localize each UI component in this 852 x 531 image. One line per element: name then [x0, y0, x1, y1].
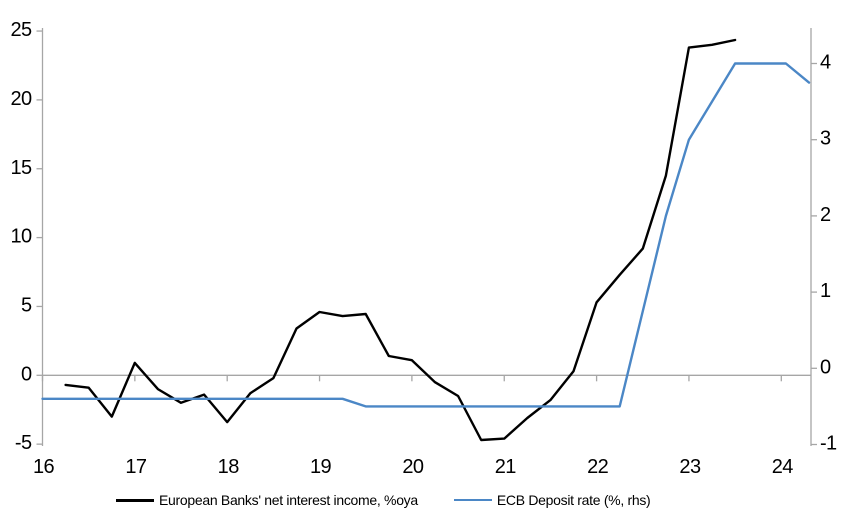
- right-axis-tick-label: 3: [820, 128, 831, 150]
- legend-item-ecb-deposit-rate: ECB Deposit rate (%, rhs): [453, 491, 651, 509]
- legend-line-sample-black: [116, 498, 154, 502]
- right-axis-tick-label: 0: [820, 356, 831, 378]
- x-axis-tick-label: 20: [402, 456, 424, 478]
- x-axis-tick-label: 17: [125, 456, 147, 478]
- legend-label-ecb-deposit-rate: ECB Deposit rate (%, rhs): [496, 492, 651, 508]
- x-axis-tick-label: 23: [679, 456, 701, 478]
- x-axis-tick-label: 18: [218, 456, 240, 478]
- left-axis-tick-label: 10: [10, 226, 32, 248]
- series-line-net-interest-income: [64, 38, 737, 442]
- legend-line-sample-blue: [453, 499, 492, 501]
- right-axis-tick-label: 2: [820, 204, 831, 226]
- left-axis-tick-label: -5: [15, 432, 32, 454]
- x-axis-tick-label: 19: [310, 456, 332, 478]
- legend: European Banks' net interest income, %oy…: [116, 491, 651, 509]
- left-axis-tick-label: 5: [21, 294, 32, 316]
- left-axis-tick-label: 25: [10, 19, 32, 41]
- right-axis-tick-label: 1: [820, 280, 831, 302]
- x-axis-tick-label: 22: [587, 456, 609, 478]
- left-axis-tick-label: 20: [10, 88, 32, 110]
- left-axis-tick-label: 0: [21, 363, 32, 385]
- legend-item-net-interest-income: European Banks' net interest income, %oy…: [116, 491, 418, 509]
- left-axis-tick-label: 15: [10, 157, 32, 179]
- x-axis-tick-label: 21: [495, 456, 517, 478]
- right-axis-tick-label: 4: [820, 52, 831, 74]
- x-axis-tick-label: 24: [772, 456, 794, 478]
- legend-label-net-interest-income: European Banks' net interest income, %oy…: [159, 492, 418, 508]
- right-axis-tick-label: -1: [820, 433, 837, 455]
- x-axis-tick-label: 16: [33, 456, 55, 478]
- series-line-ecb-deposit-rate: [41, 62, 811, 408]
